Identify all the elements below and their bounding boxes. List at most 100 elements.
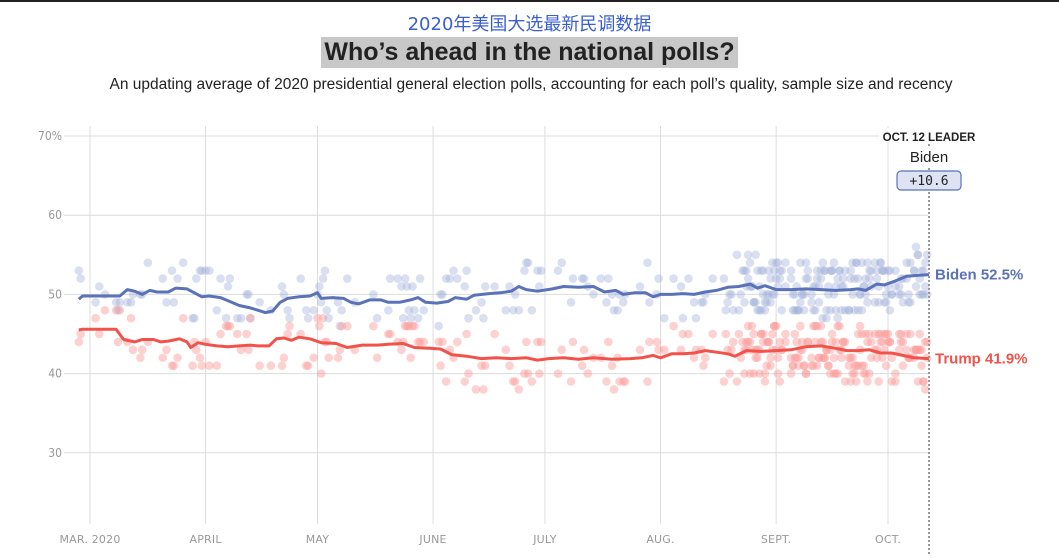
- poll-dot-biden: [870, 258, 880, 268]
- poll-dot-trump: [894, 329, 904, 339]
- poll-dot-trump: [809, 361, 818, 370]
- poll-dot-biden: [521, 258, 531, 268]
- poll-dot-trump: [786, 369, 796, 378]
- poll-dot-biden: [523, 258, 533, 268]
- poll-dot-biden: [825, 266, 835, 275]
- poll-dot-trump: [878, 337, 887, 347]
- poll-dot-biden: [736, 290, 746, 299]
- poll-dot-biden: [894, 282, 904, 291]
- poll-dot-trump: [773, 369, 783, 378]
- poll-dot-biden: [846, 266, 856, 275]
- poll-dot-trump: [734, 329, 744, 339]
- poll-dot-trump: [438, 337, 447, 347]
- poll-dot-biden: [589, 290, 598, 299]
- poll-dot-trump: [792, 337, 801, 347]
- poll-dot-biden: [887, 290, 897, 299]
- poll-dot-trump: [113, 337, 123, 347]
- poll-dot-biden: [833, 313, 842, 323]
- poll-dot-trump: [738, 337, 747, 347]
- trump-average-line: [78, 327, 930, 362]
- poll-dot-trump: [197, 361, 207, 370]
- poll-dot-trump: [747, 321, 757, 331]
- poll-dot-trump: [277, 361, 287, 370]
- poll-dot-trump: [827, 329, 837, 339]
- poll-dot-biden: [922, 250, 932, 260]
- poll-dot-biden: [643, 258, 652, 268]
- poll-dot-trump: [829, 353, 839, 363]
- poll-dot-biden: [734, 305, 744, 315]
- poll-dot-trump: [766, 353, 775, 363]
- poll-dot-biden: [246, 313, 255, 323]
- poll-dot-biden: [533, 266, 542, 275]
- poll-dot-biden: [225, 274, 235, 283]
- poll-dot-trump: [167, 361, 177, 370]
- poll-dot-trump: [803, 337, 813, 347]
- poll-dot-biden: [236, 313, 246, 323]
- poll-dot-trump: [756, 329, 766, 339]
- poll-dot-biden: [178, 258, 188, 268]
- poll-dot-trump: [810, 337, 820, 347]
- leader-margin: +10.6: [909, 174, 948, 189]
- poll-dot-biden: [471, 305, 481, 315]
- poll-dot-biden: [400, 274, 410, 283]
- poll-dot-trump: [835, 321, 844, 331]
- poll-dot-trump: [191, 345, 201, 355]
- poll-dot-biden: [866, 266, 876, 275]
- poll-dot-trump: [510, 377, 520, 386]
- poll-dot-biden: [510, 290, 520, 299]
- poll-dot-biden: [322, 305, 332, 315]
- poll-dot-trump: [809, 321, 818, 331]
- poll-dot-trump: [635, 345, 645, 355]
- poll-dot-trump: [385, 329, 395, 339]
- poll-dot-biden: [756, 266, 766, 275]
- poll-dot-biden: [846, 274, 856, 283]
- poll-dot-biden: [169, 298, 179, 307]
- poll-dot-biden: [738, 266, 747, 275]
- poll-dot-trump: [225, 321, 235, 331]
- poll-dot-biden: [201, 266, 210, 275]
- poll-dot-trump: [917, 345, 926, 355]
- poll-dot-trump: [162, 345, 171, 355]
- poll-dot-biden: [514, 305, 524, 315]
- x-tick-label: AUG.: [646, 533, 674, 546]
- poll-dot-trump: [906, 329, 915, 339]
- poll-dot-biden: [790, 290, 800, 299]
- poll-dot-trump: [866, 337, 876, 347]
- poll-dot-trump: [857, 329, 867, 339]
- poll-dot-biden: [279, 290, 289, 299]
- poll-dot-trump: [896, 329, 906, 339]
- poll-dot-biden: [801, 274, 811, 283]
- poll-dot-biden: [337, 305, 347, 315]
- poll-dot-biden: [441, 274, 451, 283]
- poll-dot-biden: [898, 298, 908, 307]
- poll-dot-trump: [917, 361, 926, 370]
- poll-dot-biden: [801, 258, 811, 268]
- poll-dot-biden: [749, 298, 759, 307]
- poll-dot-trump: [436, 361, 445, 370]
- y-tick-label: 60: [48, 208, 62, 222]
- poll-dot-biden: [190, 313, 199, 323]
- poll-dot-biden: [745, 258, 755, 268]
- poll-dot-biden: [887, 290, 897, 299]
- poll-dot-biden: [799, 305, 809, 315]
- poll-dot-trump: [464, 369, 473, 378]
- poll-dot-trump: [699, 361, 708, 370]
- poll-dot-trump: [846, 377, 856, 386]
- poll-dot-trump: [866, 353, 876, 363]
- poll-dot-trump: [820, 353, 829, 363]
- poll-dot-trump: [728, 337, 738, 347]
- poll-dot-trump: [831, 337, 841, 347]
- poll-dot-trump: [863, 337, 872, 347]
- poll-dot-trump: [794, 361, 803, 370]
- poll-dot-biden: [911, 282, 921, 291]
- poll-dot-biden: [879, 298, 889, 307]
- poll-dot-biden: [803, 274, 813, 283]
- poll-dot-biden: [398, 313, 408, 323]
- poll-dot-biden: [861, 290, 870, 299]
- poll-dot-trump: [751, 353, 760, 363]
- top-rule: [0, 0, 1059, 2]
- poll-dot-trump: [885, 337, 895, 347]
- grid: [64, 126, 928, 524]
- poll-dot-biden: [434, 321, 443, 331]
- poll-dot-trump: [689, 353, 699, 363]
